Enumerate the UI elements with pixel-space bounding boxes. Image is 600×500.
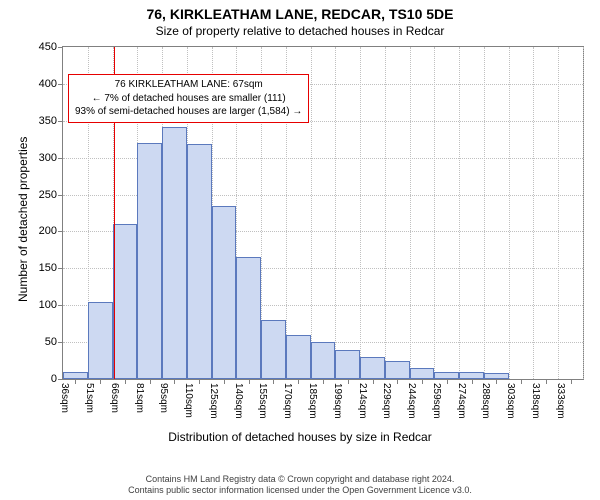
annotation-line: 93% of semi-detached houses are larger (…	[75, 105, 302, 119]
gridline-v	[533, 47, 534, 379]
x-tick	[100, 379, 101, 384]
gridline-v	[385, 47, 386, 379]
x-tick	[224, 379, 225, 384]
plot-area: 05010015020025030035040045036sqm51sqm66s…	[62, 46, 584, 380]
histogram-bar	[459, 372, 484, 379]
x-tick	[472, 379, 473, 384]
histogram-bar	[187, 144, 212, 379]
x-tick	[571, 379, 572, 384]
annotation-line: ← 7% of detached houses are smaller (111…	[75, 92, 302, 106]
gridline-v	[558, 47, 559, 379]
chart-subtitle: Size of property relative to detached ho…	[0, 24, 600, 38]
x-tick	[397, 379, 398, 384]
x-tick	[422, 379, 423, 384]
gridline-v	[335, 47, 336, 379]
gridline-v	[459, 47, 460, 379]
gridline-v	[434, 47, 435, 379]
x-tick-label: 318sqm	[530, 383, 541, 419]
x-tick	[199, 379, 200, 384]
histogram-bar	[113, 224, 138, 379]
histogram-bar	[88, 302, 113, 379]
x-tick-label: 110sqm	[183, 383, 194, 418]
x-axis-label: Distribution of detached houses by size …	[0, 430, 600, 444]
x-tick	[521, 379, 522, 384]
x-tick-label: 36sqm	[59, 383, 70, 413]
x-tick	[447, 379, 448, 384]
x-tick-label: 199sqm	[332, 383, 343, 419]
x-tick-label: 51sqm	[84, 383, 95, 413]
gridline-v	[583, 47, 584, 379]
x-tick-label: 125sqm	[208, 383, 219, 419]
gridline-v	[509, 47, 510, 379]
histogram-bar	[137, 143, 162, 379]
x-tick-label: 288sqm	[480, 383, 491, 419]
histogram-bar	[261, 320, 286, 379]
annotation-box: 76 KIRKLEATHAM LANE: 67sqm← 7% of detach…	[68, 74, 309, 123]
x-tick-label: 155sqm	[257, 383, 268, 419]
x-tick	[298, 379, 299, 384]
x-tick	[249, 379, 250, 384]
footer-line-2: Contains public sector information licen…	[0, 485, 600, 496]
x-tick-label: 95sqm	[158, 383, 169, 413]
histogram-bar	[162, 127, 187, 379]
annotation-line: 76 KIRKLEATHAM LANE: 67sqm	[75, 78, 302, 92]
histogram-bar	[410, 368, 435, 379]
x-tick-label: 229sqm	[381, 383, 392, 419]
y-tick-label: 150	[39, 262, 63, 274]
y-tick-label: 200	[39, 225, 63, 237]
y-tick-label: 50	[45, 336, 63, 348]
footer-line-1: Contains HM Land Registry data © Crown c…	[0, 474, 600, 485]
x-tick-label: 81sqm	[134, 383, 145, 413]
footer-attribution: Contains HM Land Registry data © Crown c…	[0, 474, 600, 497]
histogram-bar	[360, 357, 385, 379]
y-tick-label: 350	[39, 115, 63, 127]
x-tick-label: 303sqm	[505, 383, 516, 419]
x-tick-label: 170sqm	[282, 383, 293, 419]
x-tick	[273, 379, 274, 384]
x-tick	[150, 379, 151, 384]
x-tick-label: 274sqm	[456, 383, 467, 419]
y-tick-label: 300	[39, 152, 63, 164]
x-tick-label: 185sqm	[307, 383, 318, 419]
x-tick	[546, 379, 547, 384]
x-tick	[373, 379, 374, 384]
y-tick-label: 450	[39, 41, 63, 53]
x-tick-label: 66sqm	[109, 383, 120, 413]
histogram-bar	[236, 257, 261, 379]
gridline-v	[360, 47, 361, 379]
histogram-bar	[286, 335, 311, 379]
histogram-bar	[434, 372, 459, 379]
x-tick	[174, 379, 175, 384]
gridline-v	[311, 47, 312, 379]
gridline-v	[484, 47, 485, 379]
x-tick	[496, 379, 497, 384]
y-tick-label: 400	[39, 78, 63, 90]
x-tick-label: 259sqm	[431, 383, 442, 419]
histogram-bar	[335, 350, 360, 380]
x-tick-label: 333sqm	[555, 383, 566, 419]
y-tick-label: 100	[39, 299, 63, 311]
x-tick	[75, 379, 76, 384]
histogram-bar	[311, 342, 336, 379]
gridline-v	[410, 47, 411, 379]
chart-container: 76, KIRKLEATHAM LANE, REDCAR, TS10 5DE S…	[0, 0, 600, 500]
x-tick	[323, 379, 324, 384]
x-tick-label: 244sqm	[406, 383, 417, 419]
x-tick	[348, 379, 349, 384]
x-tick-label: 140sqm	[233, 383, 244, 419]
histogram-bar	[385, 361, 410, 379]
x-tick-label: 214sqm	[357, 383, 368, 419]
y-tick-label: 250	[39, 189, 63, 201]
chart-title: 76, KIRKLEATHAM LANE, REDCAR, TS10 5DE	[0, 6, 600, 22]
y-axis-label: Number of detached properties	[16, 137, 30, 302]
x-tick	[125, 379, 126, 384]
histogram-bar	[63, 372, 88, 379]
histogram-bar	[212, 206, 237, 379]
